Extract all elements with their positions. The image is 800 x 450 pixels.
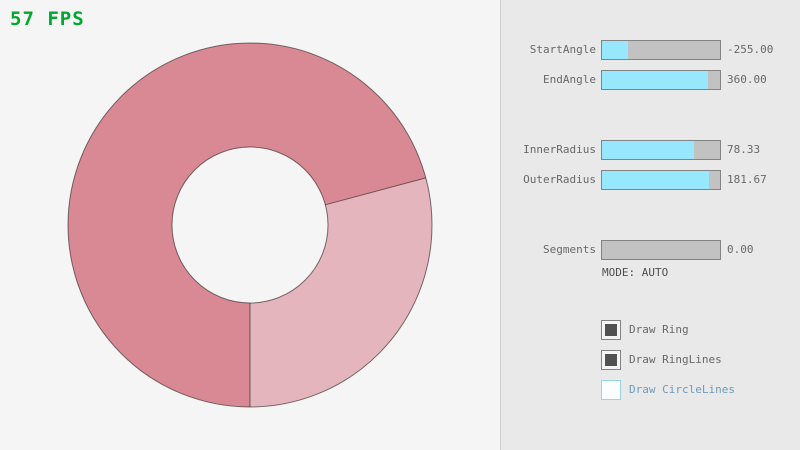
outerradius-label: OuterRadius xyxy=(523,173,596,186)
ring-inner-line xyxy=(171,146,329,304)
startangle-row: StartAngle -255.00 xyxy=(501,40,800,60)
startangle-slider[interactable] xyxy=(601,40,721,60)
innerradius-slider[interactable] xyxy=(601,140,721,160)
segments-row: Segments 0.00 xyxy=(501,240,800,260)
draw-circlelines-row: Draw CircleLines xyxy=(501,380,800,400)
outerradius-slider-fill xyxy=(602,171,710,189)
endangle-slider-fill xyxy=(602,71,709,89)
ring-edge-line-right xyxy=(325,177,426,206)
draw-ring-label: Draw Ring xyxy=(629,323,689,336)
segments-value: 0.00 xyxy=(727,243,754,256)
segments-slider[interactable] xyxy=(601,240,721,260)
draw-ringlines-row: Draw RingLines xyxy=(501,350,800,370)
ring-light-region xyxy=(250,177,433,407)
startangle-slider-fill xyxy=(602,41,628,59)
draw-ringlines-checkbox[interactable] xyxy=(601,350,621,370)
innerradius-slider-fill xyxy=(602,141,695,159)
draw-ringlines-label: Draw RingLines xyxy=(629,353,722,366)
draw-ring-row: Draw Ring xyxy=(501,320,800,340)
endangle-slider[interactable] xyxy=(601,70,721,90)
control-panel: StartAngle -255.00 EndAngle 360.00 Inner… xyxy=(500,0,800,450)
segments-label: Segments xyxy=(543,243,596,256)
outerradius-row: OuterRadius 181.67 xyxy=(501,170,800,190)
checkmark-icon xyxy=(605,324,617,336)
outerradius-slider[interactable] xyxy=(601,170,721,190)
endangle-row: EndAngle 360.00 xyxy=(501,70,800,90)
outerradius-value: 181.67 xyxy=(727,173,767,186)
fps-counter: 57 FPS xyxy=(10,8,85,30)
mode-label: MODE: AUTO xyxy=(602,266,669,279)
ring-chart xyxy=(67,42,433,408)
startangle-value: -255.00 xyxy=(727,43,774,56)
innerradius-label: InnerRadius xyxy=(523,143,596,156)
draw-ring-checkbox[interactable] xyxy=(601,320,621,340)
startangle-label: StartAngle xyxy=(529,43,596,56)
innerradius-value: 78.33 xyxy=(727,143,761,156)
draw-circlelines-checkbox[interactable] xyxy=(601,380,621,400)
draw-circlelines-label: Draw CircleLines xyxy=(629,383,735,396)
endangle-label: EndAngle xyxy=(543,73,596,86)
checkmark-icon xyxy=(605,354,617,366)
innerradius-row: InnerRadius 78.33 xyxy=(501,140,800,160)
endangle-value: 360.00 xyxy=(727,73,767,86)
